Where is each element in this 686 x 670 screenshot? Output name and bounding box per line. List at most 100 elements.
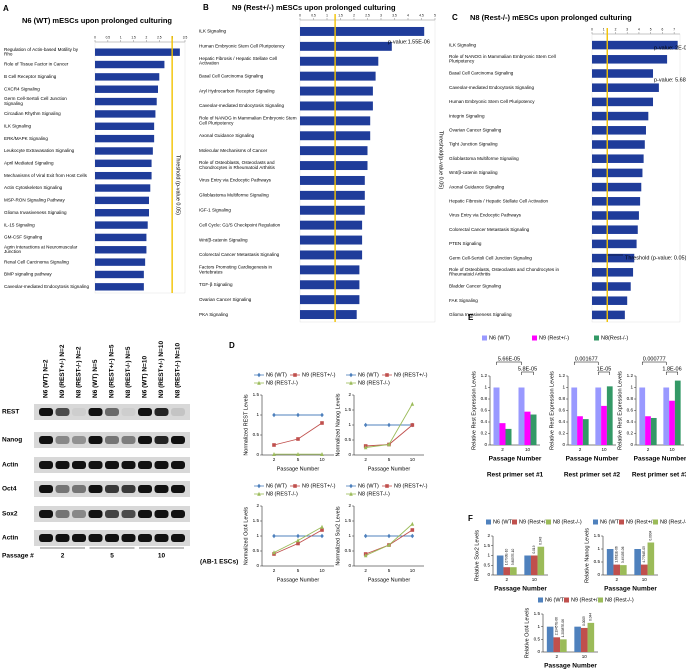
band <box>105 461 119 469</box>
label-line: Pluripotency <box>449 59 475 64</box>
category-label: Molecular Mechanisms of Cancer <box>199 148 268 153</box>
band <box>138 485 152 493</box>
category-label: Hepatic Fibrosis / Hepatic Stellate Cell… <box>199 56 277 66</box>
category-label: Germ Cell-Sertoli Cell Junction Signalin… <box>449 255 532 260</box>
bar <box>650 417 657 445</box>
bar <box>592 211 639 220</box>
legend-label: N8 (Rest-/-) <box>605 597 634 603</box>
lane-label: N6 (WT) N=10 <box>142 356 149 398</box>
marker <box>272 452 276 456</box>
x-tick-label: 5 <box>297 568 300 573</box>
band <box>55 408 70 416</box>
bar <box>300 71 376 81</box>
x-tick-label: 4 <box>407 13 409 17</box>
significance-bracket <box>573 361 599 365</box>
legend-label: N9 (Rest+/-) <box>519 519 549 525</box>
band <box>154 534 169 542</box>
category-label: BMP signaling pathway <box>4 272 52 277</box>
y-tick-label: 0.4 <box>481 419 488 424</box>
category-label: ILK Signaling <box>199 29 227 34</box>
y-tick-label: 1 <box>630 385 633 390</box>
legend-marker <box>349 380 353 385</box>
legend-label: N9 (Rest+/-) <box>539 335 569 341</box>
bar <box>300 190 365 200</box>
y-tick-label: 0.4 <box>559 419 566 424</box>
category-label: Circadian Rhythm Signaling <box>4 111 61 116</box>
bar <box>300 41 392 51</box>
bar <box>546 626 554 652</box>
label-line: Rheumatoid Arthritis <box>449 272 491 277</box>
bar <box>518 387 525 445</box>
lane-label: N9 (REST+/-) N=5 <box>109 344 116 398</box>
marker <box>410 528 415 532</box>
bar <box>592 253 635 263</box>
bar <box>640 564 648 575</box>
bar <box>95 258 146 266</box>
bar <box>592 225 638 234</box>
bar <box>582 419 589 445</box>
category-label: Role of Osteoblasts, Osteoclasts and Cho… <box>449 267 559 277</box>
bar <box>592 154 644 163</box>
bar <box>95 48 180 56</box>
x-tick-label: 2 <box>273 568 276 573</box>
passage-label: Passage # <box>2 553 34 560</box>
x-axis-label: Passage Number <box>368 466 411 472</box>
band <box>55 461 70 469</box>
bar-label: 4.7764E-05 <box>642 546 646 563</box>
x-tick-label: 5 <box>650 27 652 31</box>
legend-label: N8 (REST-/-) <box>358 380 390 386</box>
x-axis-label: Passage Number <box>277 577 320 583</box>
bar <box>601 405 607 445</box>
threshold-label: Threshold (p-value 0.05) <box>175 155 181 215</box>
y-tick-label: 2 <box>348 503 351 508</box>
y-tick-label: 0.5 <box>484 562 491 567</box>
legend-label: N9 (Rest+/-) <box>571 597 601 603</box>
bar <box>574 626 581 652</box>
panel-letter: B <box>203 3 209 12</box>
x-tick-label: 1.5 <box>338 13 343 17</box>
bar <box>530 414 537 445</box>
bar <box>300 175 365 185</box>
x-tick-label: 0.5 <box>106 35 111 39</box>
y-axis-label: Relative Nanog Levels <box>584 528 590 583</box>
band <box>138 408 152 416</box>
label-line: Role of NANOG in Mammalian Embryonic Ste… <box>199 116 297 121</box>
bar <box>95 134 155 143</box>
bar <box>505 428 512 445</box>
y-tick-label: 1 <box>597 546 600 551</box>
band <box>138 436 152 444</box>
x-tick-label: 2 <box>364 457 367 462</box>
x-tick-label: 2 <box>273 457 276 462</box>
annotation: p-value:1.55E-06 <box>388 39 430 45</box>
significance-bracket <box>597 371 611 375</box>
bar <box>592 140 645 149</box>
bar <box>530 555 538 575</box>
marker <box>387 422 391 428</box>
bar <box>499 423 506 445</box>
y-tick-label: 0.5 <box>345 437 352 442</box>
band <box>105 534 119 542</box>
legend-label: N6 (WT) <box>600 519 621 525</box>
label-line: Junction <box>4 249 22 254</box>
bar-label: 2.19457E-06 <box>555 617 559 635</box>
bar-label: 1.6611E-06 <box>615 546 619 562</box>
category-label: Regulation of Actin-based Motility by Rho <box>4 47 79 57</box>
legend-swatch <box>512 519 517 525</box>
y-axis-label: Relative Rest Expression Levels <box>549 371 555 450</box>
y-tick-label: 0.6 <box>559 408 566 413</box>
legend-label: N6 (WT) <box>266 483 287 489</box>
legend-marker <box>257 483 261 489</box>
y-tick-label: 1 <box>348 422 351 427</box>
lane-label: N6 (WT) N=5 <box>92 359 99 398</box>
x-tick-label: 3 <box>626 27 628 31</box>
y-tick-label: 2 <box>487 533 490 538</box>
significance-bracket <box>665 371 679 375</box>
bar <box>95 221 148 229</box>
marker <box>320 412 324 418</box>
label-line: Chondrocytes in Rheumatoid Arthritis <box>199 165 276 170</box>
marker <box>410 533 415 539</box>
marker <box>272 412 276 418</box>
band <box>88 436 103 444</box>
x-axis-label: Passage Number <box>604 586 657 593</box>
y-axis-label: Relative Sox2 Levels <box>474 530 480 582</box>
